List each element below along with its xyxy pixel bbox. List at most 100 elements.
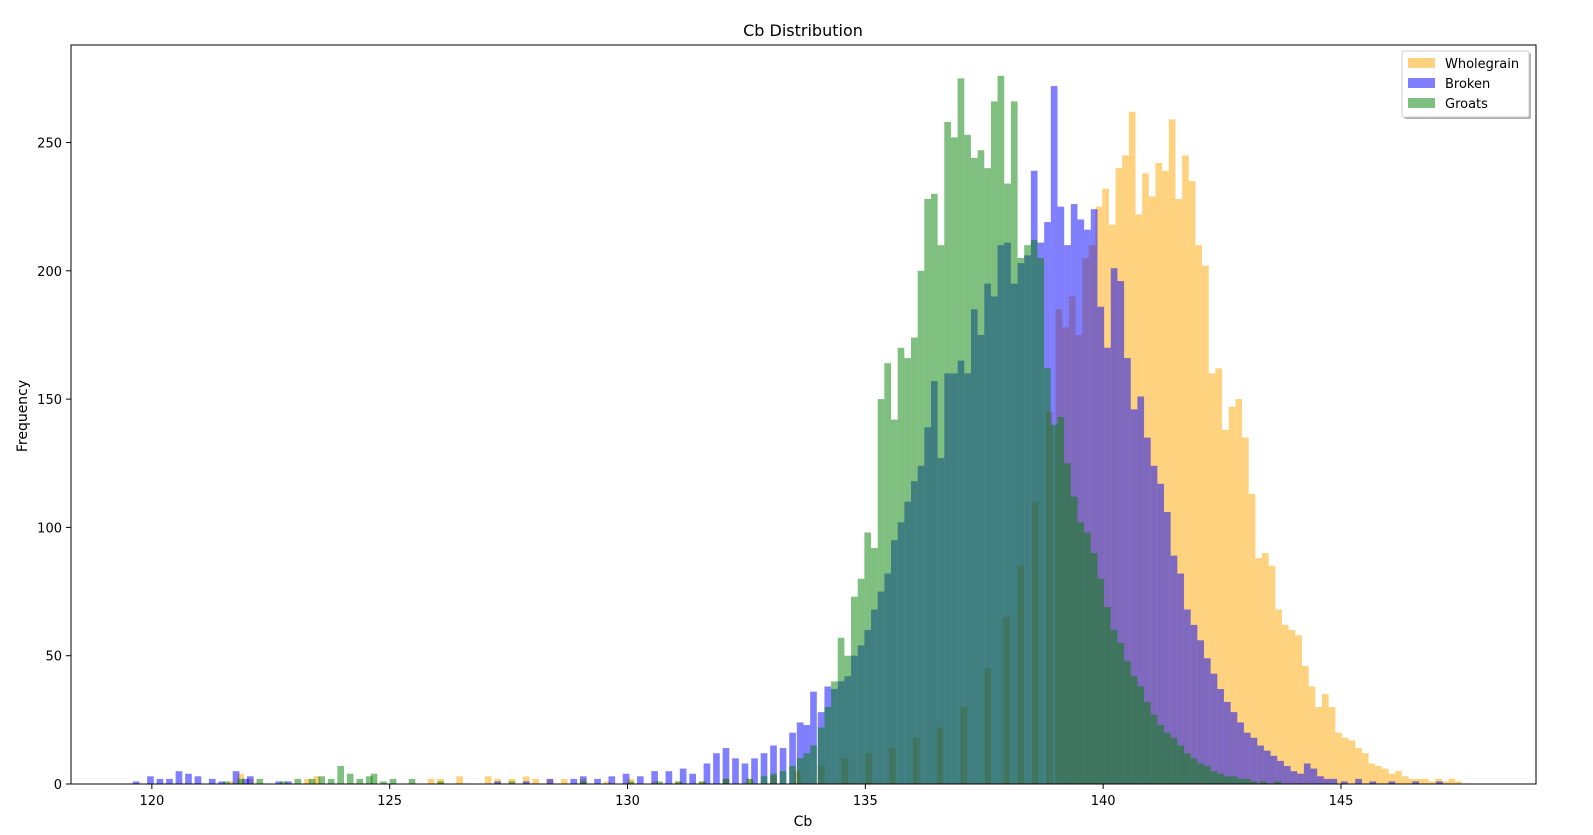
bar-broken: [1388, 781, 1396, 784]
bar-broken: [1290, 771, 1298, 784]
bar-wholegrain: [1321, 694, 1329, 784]
bar-broken: [1150, 465, 1158, 784]
bar-groats: [990, 101, 998, 784]
bar-broken: [732, 758, 739, 784]
bar-broken: [1283, 766, 1291, 784]
bar-broken: [1303, 763, 1311, 784]
bar-wholegrain: [1268, 565, 1276, 784]
bar-groats: [1164, 732, 1171, 784]
bar-broken: [132, 781, 140, 784]
bar-broken: [546, 778, 554, 784]
bar-groats: [1044, 368, 1051, 784]
bar-broken: [208, 778, 216, 784]
bar-groats: [237, 778, 245, 784]
x-tick-label: 120: [139, 794, 164, 809]
y-tick-label: 50: [45, 650, 62, 665]
bar-broken: [1204, 658, 1211, 784]
legend-label-groats: Groats: [1445, 97, 1488, 112]
bar-groats: [408, 778, 416, 784]
bar-wholegrain: [1248, 494, 1256, 784]
bar-groats: [508, 781, 516, 784]
bar-broken: [1277, 760, 1284, 784]
bar-groats: [977, 150, 985, 784]
bar-broken: [1170, 555, 1178, 784]
bar-groats: [1210, 771, 1218, 784]
bar-wholegrain: [532, 778, 540, 784]
bar-broken: [1223, 701, 1231, 784]
bar-broken: [175, 771, 183, 784]
bar-broken: [1330, 778, 1338, 784]
bar-groats: [970, 157, 978, 784]
bar-groats: [997, 75, 1005, 785]
bar-broken: [1217, 689, 1224, 784]
bar-broken: [1230, 712, 1238, 784]
bar-groats: [627, 781, 635, 784]
bar-groats: [837, 637, 845, 784]
bar-groats: [1150, 714, 1158, 784]
bar-wholegrain: [1288, 630, 1296, 784]
x-tick-label: 135: [853, 794, 878, 809]
bar-groats: [389, 778, 397, 784]
bar-broken: [637, 776, 644, 784]
bar-wholegrain: [1188, 181, 1196, 784]
bar-wholegrain: [1368, 763, 1376, 784]
bar-broken: [1317, 776, 1324, 784]
y-tick-label: 150: [37, 393, 62, 408]
bar-groats: [1104, 606, 1111, 784]
bar-groats: [770, 773, 777, 784]
bar-wholegrain: [304, 778, 311, 784]
bar-groats: [370, 773, 378, 784]
bar-broken: [1097, 306, 1105, 784]
y-tick-label: 0: [54, 778, 62, 793]
bar-wholegrain: [1428, 781, 1436, 784]
bar-wholegrain: [1361, 753, 1369, 784]
bar-broken: [1323, 778, 1331, 784]
series-groats: [223, 75, 1282, 785]
bar-groats: [437, 781, 444, 784]
bars-layer: [132, 75, 1462, 785]
bar-broken: [1355, 778, 1362, 784]
bar-broken: [713, 753, 720, 784]
bar-wholegrain: [1235, 399, 1243, 784]
bar-groats: [917, 270, 925, 784]
bar-broken: [522, 781, 530, 784]
bar-broken: [1210, 673, 1218, 784]
bar-broken: [679, 768, 687, 784]
legend: Wholegrain Broken Groats: [1401, 50, 1531, 119]
bar-wholegrain: [1308, 686, 1316, 784]
bar-wholegrain: [1441, 781, 1449, 784]
bar-wholegrain: [1375, 766, 1382, 784]
bar-groats: [779, 771, 787, 784]
bar-wholegrain: [1328, 707, 1336, 784]
bar-wholegrain: [603, 781, 611, 784]
bar-groats: [1237, 778, 1244, 784]
bar-broken: [1263, 750, 1271, 784]
bar-groats: [746, 778, 754, 784]
bar-groats: [824, 707, 832, 784]
bar-broken: [622, 773, 630, 784]
bar-groats: [346, 773, 354, 784]
bar-wholegrain: [1381, 768, 1389, 784]
bar-groats: [944, 121, 951, 785]
bar-groats: [924, 198, 931, 784]
legend-swatch-broken: [1408, 78, 1435, 88]
bar-broken: [1270, 755, 1278, 784]
bar-groats: [930, 193, 938, 784]
bar-broken: [689, 773, 696, 784]
bar-wholegrain: [456, 776, 463, 784]
bar-broken: [1412, 781, 1419, 784]
bar-groats: [294, 778, 302, 784]
bar-groats: [256, 778, 264, 784]
bar-wholegrain: [313, 776, 321, 784]
bar-groats: [1184, 753, 1191, 784]
y-tick-label: 200: [37, 265, 62, 280]
bar-groats: [722, 778, 730, 784]
bar-groats: [831, 681, 838, 784]
bar-groats: [1217, 773, 1224, 784]
bar-broken: [703, 763, 711, 784]
x-axis-ticks: 120 125 130 135 140 145: [139, 784, 1353, 809]
bar-groats: [318, 776, 325, 784]
bar-broken: [594, 778, 601, 784]
